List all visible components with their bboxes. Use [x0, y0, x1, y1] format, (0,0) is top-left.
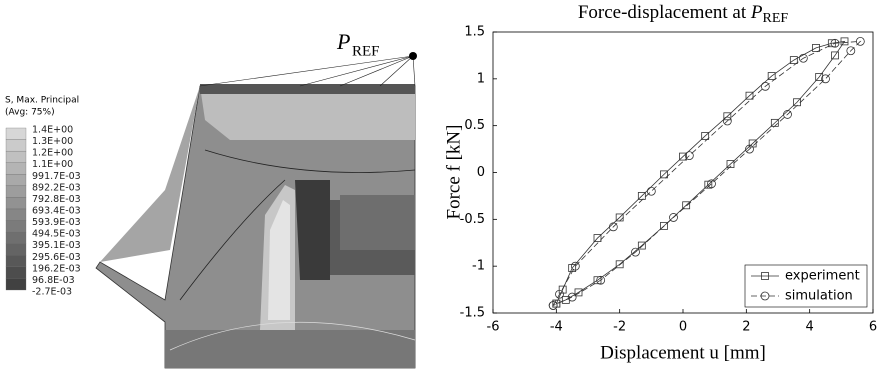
legend-level: 1.2E+00	[32, 148, 73, 159]
legend-swatch	[6, 209, 26, 221]
y-tick-label: 0.5	[464, 118, 485, 133]
x-tick-label: 2	[742, 320, 750, 335]
legend-level: 593.9E-03	[32, 217, 81, 228]
legend-swatch	[6, 244, 26, 256]
x-tick-label: -2	[613, 320, 626, 335]
legend-label: experiment	[785, 269, 860, 284]
y-tick-label: -1	[472, 259, 485, 274]
legend-level: 693.4E-03	[32, 206, 81, 217]
marker	[647, 187, 655, 195]
title-symbol: P	[750, 2, 763, 23]
legend-swatch	[6, 232, 26, 244]
legend-level: 494.5E-03	[32, 229, 81, 240]
title-text: Force-displacement at	[578, 2, 747, 23]
legend-level: 196.2E-03	[32, 263, 81, 274]
legend-swatch	[6, 278, 26, 290]
legend-swatch	[6, 128, 26, 140]
x-tick-label: 6	[869, 320, 877, 335]
legend-level: 96.8E-03	[32, 275, 75, 286]
legend-level: -2.7E-03	[32, 287, 72, 298]
x-tick-label: 0	[679, 320, 687, 335]
point-label: P	[336, 29, 350, 54]
x-tick-label: 4	[806, 320, 814, 335]
legend-swatch	[6, 255, 26, 267]
legend-level: 1.3E+00	[32, 136, 73, 147]
y-tick-label: -0.5	[460, 212, 485, 227]
plot-area: -6 -4 -2 0 2 4 6 -1.5 -1 -0.5 0 0.5 1 1.5 experiment si…	[460, 25, 878, 335]
legend: experiment simulation	[745, 265, 867, 307]
legend-subtitle: (Avg: 75%)	[5, 108, 55, 118]
series-line	[556, 41, 844, 303]
legend-level: 991.7E-03	[32, 171, 81, 182]
legend-swatch	[6, 221, 26, 233]
legend-swatch	[6, 174, 26, 186]
legend-swatch	[6, 197, 26, 209]
legend-swatch	[6, 140, 26, 152]
legend-level: 892.2E-03	[32, 182, 81, 193]
legend-swatch	[6, 267, 26, 279]
legend-level: 792.8E-03	[32, 194, 81, 205]
chart-title: Force-displacement at PREF	[578, 2, 789, 26]
point-subscript: REF	[352, 43, 380, 59]
y-axis-label: Force f [kN]	[443, 125, 464, 220]
title-subscript: REF	[762, 11, 788, 26]
legend-title: S, Max. Principal	[5, 96, 79, 106]
y-tick-label: 1	[477, 71, 485, 86]
legend-level: 295.6E-03	[32, 252, 81, 263]
legend-label: simulation	[785, 289, 853, 304]
y-tick-label: -1.5	[460, 306, 485, 321]
x-tick-label: -4	[550, 320, 563, 335]
y-tick-label: 0	[477, 165, 485, 180]
figure: P REF S, Max. Principal (Avg: 75%) 1.4E+…	[0, 0, 882, 370]
x-axis-label: Displacement u [mm]	[600, 342, 766, 363]
y-tick-label: 1.5	[464, 25, 485, 40]
contour-plot	[96, 52, 417, 368]
legend-level: 1.4E+00	[32, 125, 73, 136]
x-tick-label: -6	[487, 320, 500, 335]
color-legend: 1.4E+001.3E+001.2E+001.1E+00991.7E-03892…	[6, 125, 81, 298]
legend-level: 1.1E+00	[32, 159, 73, 170]
legend-swatch	[6, 186, 26, 198]
legend-level: 395.1E-03	[32, 240, 81, 251]
legend-swatch	[6, 163, 26, 175]
legend-swatch	[6, 151, 26, 163]
